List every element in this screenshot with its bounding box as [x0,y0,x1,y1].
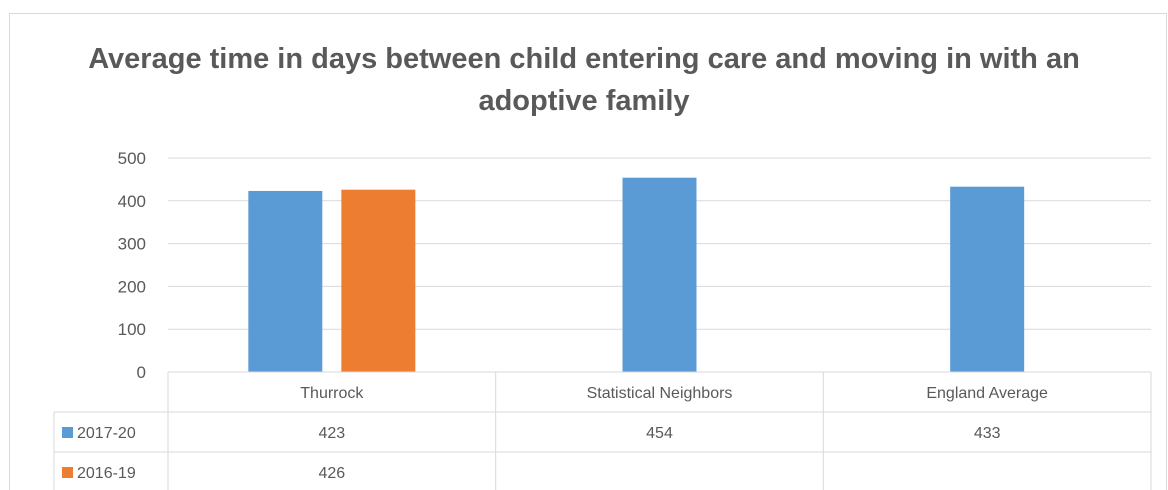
bar [341,189,416,372]
legend-label: 2017-20 [77,425,136,442]
bar [622,177,697,372]
x-category-label: England Average [926,385,1048,402]
bar [248,190,323,372]
chart-title: Average time in days between child enter… [88,43,1080,117]
y-tick-label: 300 [118,235,146,254]
x-category-label: Thurrock [300,385,364,402]
y-tick-label: 400 [118,192,146,211]
y-tick-label: 100 [118,320,146,339]
data-label: 454 [646,425,673,442]
data-label: 426 [318,465,345,482]
legend-label: 2016-19 [77,465,136,482]
y-tick-label: 200 [118,277,146,296]
x-category-label: Statistical Neighbors [587,385,733,402]
data-label: 423 [318,425,345,442]
legend-key [62,467,73,478]
legend-key [62,427,73,438]
bar [950,186,1025,372]
data-label: 433 [974,425,1001,442]
y-tick-label: 0 [137,363,146,382]
y-tick-label: 500 [118,149,146,168]
chart-frame [9,13,1167,490]
